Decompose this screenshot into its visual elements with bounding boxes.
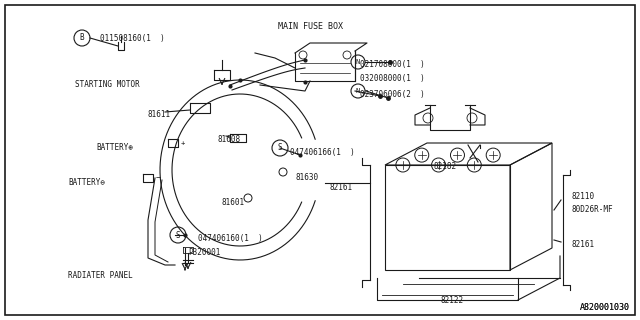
Text: 047406160(1  ): 047406160(1 ) <box>198 234 263 243</box>
Text: 011508160(1  ): 011508160(1 ) <box>100 34 164 43</box>
Text: 021708000(1  ): 021708000(1 ) <box>360 60 425 69</box>
Text: 81601: 81601 <box>222 198 245 207</box>
Text: 82110: 82110 <box>572 192 595 201</box>
Text: 81630: 81630 <box>295 173 318 182</box>
Text: 82161: 82161 <box>330 183 353 192</box>
Text: BATTERY⊕: BATTERY⊕ <box>96 143 133 152</box>
Text: A820001030: A820001030 <box>580 303 630 312</box>
Text: B: B <box>80 34 84 43</box>
Text: STARTING MOTOR: STARTING MOTOR <box>75 80 140 89</box>
Text: RADIATER PANEL: RADIATER PANEL <box>68 271 132 280</box>
Text: P320001: P320001 <box>188 248 220 257</box>
Text: 82161: 82161 <box>572 240 595 249</box>
Text: 81611: 81611 <box>148 110 171 119</box>
Text: 023706006(2  ): 023706006(2 ) <box>360 90 425 99</box>
Text: 81608: 81608 <box>218 135 241 144</box>
Text: MAIN FUSE BOX: MAIN FUSE BOX <box>278 22 342 31</box>
Text: N: N <box>356 88 360 94</box>
Text: 047406166(1  ): 047406166(1 ) <box>290 148 355 157</box>
Text: 80D26R-MF: 80D26R-MF <box>572 205 614 214</box>
Text: BATTERY⊖: BATTERY⊖ <box>68 178 105 187</box>
Text: 82122: 82122 <box>440 296 463 305</box>
Text: 032008000(1  ): 032008000(1 ) <box>360 74 425 83</box>
Text: N: N <box>356 59 360 65</box>
Text: −: − <box>156 173 161 182</box>
Text: +: + <box>181 140 185 146</box>
Text: S: S <box>278 143 282 153</box>
Text: S: S <box>176 230 180 239</box>
Text: 82182: 82182 <box>434 162 457 171</box>
Text: A820001030: A820001030 <box>580 303 630 312</box>
